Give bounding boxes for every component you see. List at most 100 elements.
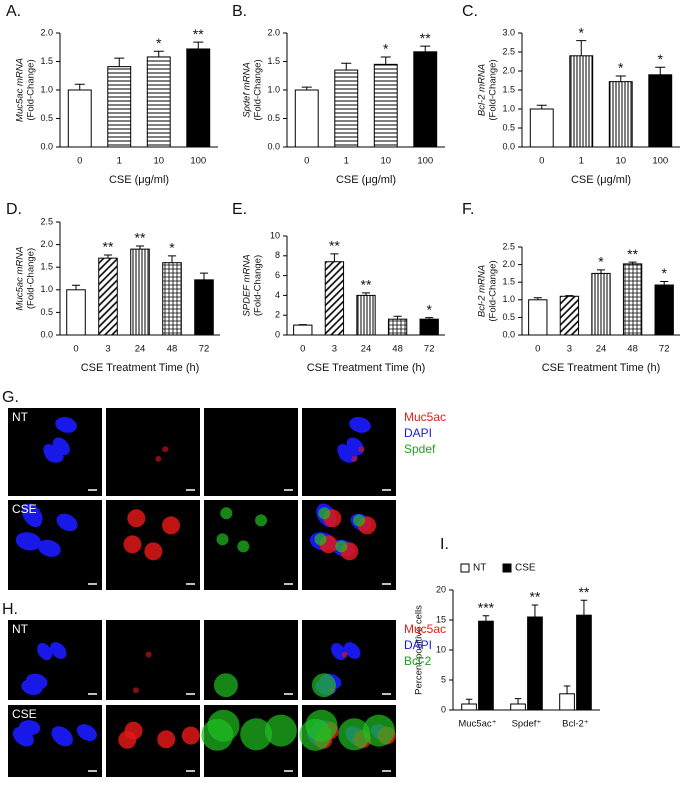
x-tick-label: 100 — [417, 156, 433, 167]
micrograph — [201, 705, 298, 777]
bar — [335, 70, 358, 147]
row-label: NT — [12, 410, 29, 424]
bar — [420, 319, 438, 335]
panel-label: H. — [2, 601, 18, 618]
x-tick-label: 0 — [304, 156, 309, 167]
micrograph — [299, 705, 396, 777]
significance: ** — [420, 30, 431, 46]
micrograph — [302, 620, 396, 700]
channel-label: DAPI — [404, 638, 432, 652]
stain — [157, 730, 175, 748]
panel-label: E. — [232, 201, 247, 218]
bar — [462, 704, 477, 710]
stain — [299, 719, 331, 751]
x-tick-label: 0 — [73, 344, 78, 355]
micrograph-bg — [204, 500, 298, 590]
micrograph — [204, 408, 298, 496]
stain — [144, 542, 162, 560]
channel-label: Spdef — [404, 442, 436, 456]
stain — [146, 652, 152, 658]
significance: *** — [478, 600, 495, 616]
y-tick-label: 1.5 — [40, 56, 53, 66]
stain — [255, 514, 267, 526]
micrograph — [106, 705, 200, 777]
x-tick-label: 0 — [77, 156, 82, 167]
stain — [127, 509, 145, 527]
bar — [357, 295, 375, 335]
error-bar — [655, 67, 665, 75]
stain — [133, 687, 139, 693]
y-tick-label: 1.5 — [502, 84, 515, 94]
y-tick-label: 0.5 — [40, 307, 53, 317]
y-tick-label: 0.0 — [502, 141, 515, 151]
stain — [123, 535, 141, 553]
significance: * — [618, 60, 624, 76]
significance: ** — [529, 589, 540, 605]
panel-label: C. — [462, 3, 478, 20]
stain — [312, 673, 336, 697]
y-tick-label: 5 — [441, 674, 446, 684]
y-tick-label: 0.5 — [502, 312, 515, 322]
channel-label: Muc5ac — [404, 410, 446, 424]
x-tick-label: Spdef⁺ — [512, 719, 542, 730]
bar — [623, 264, 641, 335]
y-axis-label: (Fold-Change) — [488, 260, 499, 321]
bar — [530, 109, 553, 147]
stain — [220, 507, 232, 519]
x-tick-label: 48 — [392, 344, 403, 355]
significance: * — [598, 254, 604, 270]
stain — [237, 540, 249, 552]
error-bar — [200, 273, 208, 280]
micrograph — [302, 500, 396, 590]
y-tick-label: 0 — [441, 704, 446, 714]
legend-swatch — [503, 564, 511, 572]
stain — [353, 514, 365, 526]
y-tick-label: 20 — [436, 584, 446, 594]
bar — [592, 273, 610, 335]
error-bar — [341, 63, 351, 70]
significance: * — [426, 301, 432, 317]
error-bar — [616, 76, 626, 82]
bar — [560, 694, 575, 710]
bar — [649, 75, 672, 147]
stain — [182, 727, 200, 745]
error-bar — [515, 699, 521, 704]
significance: * — [156, 35, 162, 51]
y-axis-label: (Fold-Change) — [253, 59, 264, 120]
x-tick-label: 3 — [332, 344, 337, 355]
panel-label: A. — [6, 3, 21, 20]
bar — [479, 621, 494, 710]
bar — [108, 67, 131, 147]
significance: ** — [627, 246, 638, 262]
error-bar — [154, 51, 164, 57]
y-tick-label: 1.5 — [502, 277, 515, 287]
significance: ** — [135, 230, 146, 246]
x-tick-label: 10 — [615, 156, 626, 167]
y-tick-label: 2.0 — [40, 239, 53, 249]
x-tick-label: 0 — [300, 344, 305, 355]
x-tick-label: 10 — [380, 156, 391, 167]
bar — [414, 52, 437, 147]
error-bar — [72, 285, 80, 290]
bar — [374, 64, 397, 147]
bar — [294, 325, 312, 335]
y-tick-label: 1.5 — [40, 262, 53, 272]
x-tick-label: 1 — [117, 156, 122, 167]
bar — [560, 296, 578, 335]
y-tick-label: 0 — [275, 329, 280, 339]
y-axis-label: Bcl-2 mRNA — [477, 64, 488, 116]
channel-label: DAPI — [404, 426, 432, 440]
panel-label: G. — [2, 389, 19, 406]
micrograph-bg — [106, 408, 200, 496]
x-tick-label: 72 — [424, 344, 435, 355]
error-bar — [532, 605, 538, 617]
x-tick-label: 1 — [344, 156, 349, 167]
error-bar — [597, 270, 605, 274]
x-tick-label: 48 — [627, 344, 638, 355]
stain — [201, 719, 233, 751]
micrograph — [204, 500, 298, 590]
x-tick-label: 24 — [596, 344, 607, 355]
y-tick-label: 10 — [270, 230, 280, 240]
x-tick-label: Bcl-2⁺ — [562, 719, 589, 730]
error-bar — [537, 105, 547, 109]
